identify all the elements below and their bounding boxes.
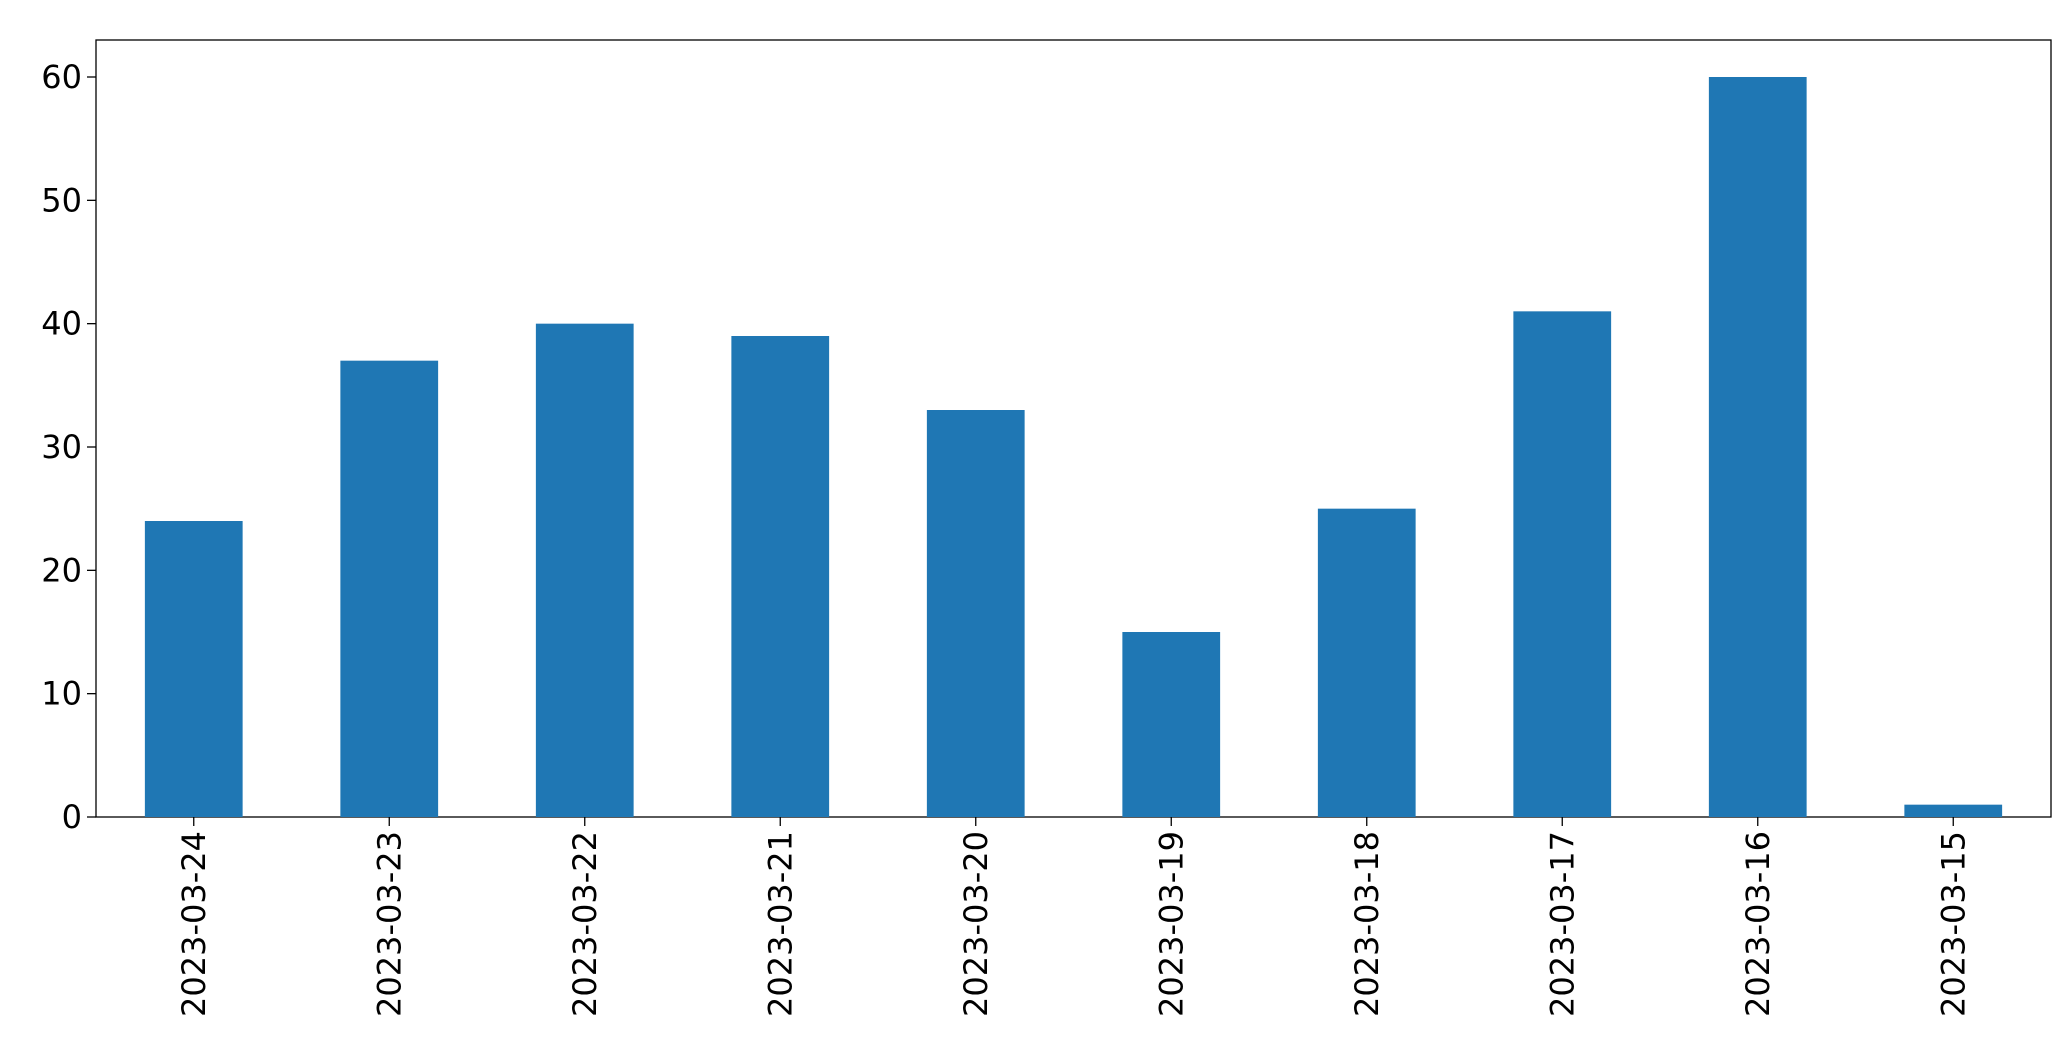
y-tick-label: 40 <box>41 305 82 343</box>
x-tick-label: 2023-03-20 <box>957 831 995 1017</box>
x-tick-label: 2023-03-24 <box>175 831 213 1017</box>
x-tick-label: 2023-03-19 <box>1152 831 1190 1017</box>
bar <box>340 360 439 817</box>
y-tick-label: 20 <box>41 551 82 589</box>
bar <box>926 410 1025 817</box>
plot-frame <box>95 39 2052 818</box>
bar <box>731 336 830 817</box>
y-tick-label: 60 <box>41 58 82 96</box>
bar <box>1904 804 2003 817</box>
y-tick-label: 10 <box>41 675 82 713</box>
x-tick-label: 2023-03-15 <box>1934 831 1972 1017</box>
x-tick-label: 2023-03-17 <box>1543 831 1581 1017</box>
y-tick-label: 30 <box>41 428 82 466</box>
x-tick-label: 2023-03-21 <box>761 831 799 1017</box>
bar <box>144 521 243 817</box>
x-tick-label: 2023-03-22 <box>566 831 604 1017</box>
y-tick-label: 0 <box>62 798 82 836</box>
y-tick-label: 50 <box>41 181 82 219</box>
x-tick-label: 2023-03-23 <box>370 831 408 1017</box>
bar <box>1708 77 1807 817</box>
bar <box>535 323 634 817</box>
bar <box>1513 311 1612 817</box>
bar <box>1122 632 1221 817</box>
x-tick-label: 2023-03-18 <box>1348 831 1386 1017</box>
x-tick-label: 2023-03-16 <box>1739 831 1777 1017</box>
bar <box>1317 508 1416 817</box>
